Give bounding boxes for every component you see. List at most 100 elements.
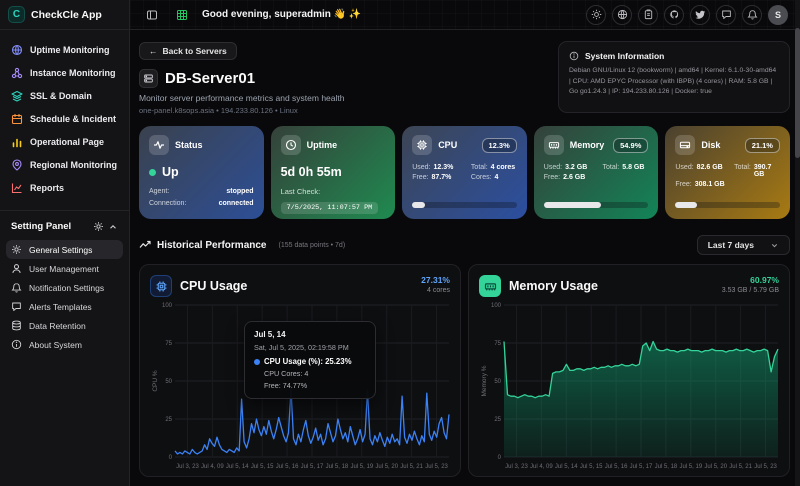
svg-text:Jul 4, 09: Jul 4, 09	[201, 464, 224, 470]
greeting-text: Good evening, superadmin 👋 ✨	[202, 9, 362, 20]
settings-item-about-system[interactable]: About System	[6, 335, 123, 354]
settings-panel-header[interactable]: Setting Panel	[6, 219, 123, 240]
system-information-details: Debian GNU/Linux 12 (bookworm) | amd64 |…	[569, 67, 777, 96]
sidebar-item-uptime-monitoring[interactable]: Uptime Monitoring	[6, 40, 123, 60]
chart-tooltip: Jul 5, 14 Sat, Jul 5, 2025, 02:19:58 PM …	[244, 321, 376, 399]
svg-text:Jul 5, 20: Jul 5, 20	[375, 464, 398, 470]
map-pin-icon	[12, 159, 22, 171]
cpu-current-value: 27.31%	[421, 275, 450, 285]
clock-icon	[280, 135, 301, 155]
avatar[interactable]: S	[768, 4, 788, 25]
svg-text:Jul 3, 23: Jul 3, 23	[176, 464, 199, 470]
sidebar-item-label: SSL & Domain	[30, 91, 92, 101]
svg-text:Jul 5, 18: Jul 5, 18	[655, 464, 678, 470]
language-button[interactable]	[612, 4, 632, 25]
gear-icon	[12, 245, 21, 254]
docs-button[interactable]	[638, 4, 658, 25]
cluster-icon	[11, 67, 23, 79]
app-name: CheckCle App	[31, 8, 102, 21]
twitter-button[interactable]	[690, 4, 710, 25]
system-information-title: System Information	[585, 51, 665, 61]
github-button[interactable]	[664, 4, 684, 25]
last-check-timestamp: 7/5/2025, 11:07:57 PM	[280, 202, 379, 214]
uptime-card: Uptime 5d 0h 55m Last Check: 7/5/2025, 1…	[270, 126, 396, 219]
svg-text:50: 50	[165, 379, 172, 385]
settings-item-alerts-templates[interactable]: Alerts Templates	[6, 297, 123, 316]
gear-icon	[94, 222, 103, 231]
settings-item-label: General Settings	[29, 244, 93, 255]
feedback-button[interactable]	[716, 4, 736, 25]
svg-text:50: 50	[494, 379, 501, 385]
calendar-icon	[11, 114, 23, 125]
app-logo-icon: C	[8, 6, 25, 23]
time-range-select[interactable]: Last 7 days	[696, 235, 790, 255]
globe-icon	[11, 44, 23, 56]
bell-icon	[11, 283, 22, 293]
notifications-button[interactable]	[742, 4, 762, 25]
globe-icon	[617, 9, 627, 20]
disk-percent-badge: 21.1%	[744, 137, 780, 153]
cpu-usage-chart-card: CPU Usage 27.31% 4 cores 0 25 50 75 100 Jul 3…	[139, 264, 461, 477]
back-arrow-icon: ←	[149, 46, 158, 56]
clipboard-icon	[644, 9, 652, 20]
settings-item-general-settings[interactable]: General Settings	[6, 240, 123, 259]
sidebar-item-schedule-incident[interactable]: Schedule & Incident	[6, 109, 123, 129]
memory-percent-badge: 54.9%	[613, 137, 649, 153]
chevron-down-icon	[771, 243, 778, 247]
svg-text:Jul 5, 21: Jul 5, 21	[400, 464, 423, 470]
svg-text:Jul 5, 17: Jul 5, 17	[630, 464, 653, 470]
sidebar-item-ssl-domain[interactable]: SSL & Domain	[6, 86, 123, 106]
bell-icon	[746, 10, 758, 20]
database-icon	[12, 320, 21, 331]
svg-text:Jul 5, 19: Jul 5, 19	[679, 464, 702, 470]
sidebar-nav: Uptime Monitoring Instance Monitoring SS…	[0, 30, 129, 206]
sidebar-item-label: Schedule & Incident	[30, 114, 117, 124]
memory-icon	[543, 135, 564, 155]
sidebar-item-label: Operational Page	[30, 137, 105, 147]
svg-text:25: 25	[494, 417, 501, 423]
apps-grid-button[interactable]	[172, 5, 192, 25]
svg-text:Jul 5, 17: Jul 5, 17	[301, 464, 324, 470]
settings-item-data-retention[interactable]: Data Retention	[6, 316, 123, 335]
disk-progress-bar	[675, 202, 780, 208]
sidebar-item-reports[interactable]: Reports	[6, 178, 123, 198]
sidebar-item-instance-monitoring[interactable]: Instance Monitoring	[6, 63, 123, 83]
sidebar-item-operational-page[interactable]: Operational Page	[6, 132, 123, 152]
twitter-icon	[694, 10, 705, 19]
settings-item-user-management[interactable]: User Management	[6, 259, 123, 278]
sidebar-item-label: Regional Monitoring	[30, 160, 117, 170]
server-meta: one-panel.k8sops.asia • 194.233.80.126 •…	[139, 106, 298, 115]
settings-item-notification-settings[interactable]: Notification Settings	[6, 278, 123, 297]
github-icon	[669, 10, 678, 19]
sidebar-toggle-button[interactable]	[142, 5, 162, 25]
svg-text:Jul 3, 23: Jul 3, 23	[505, 464, 528, 470]
disk-icon	[675, 135, 696, 155]
memory-progress-bar	[543, 202, 649, 208]
chat-icon	[721, 10, 731, 19]
svg-text:100: 100	[491, 303, 502, 309]
series-dot	[254, 358, 260, 365]
back-to-servers-button[interactable]: ← Back to Servers	[139, 42, 237, 60]
memory-card: Memory 54.9% Used: 3.2 GB Total: 5.8 GB Fr…	[533, 126, 659, 219]
svg-text:Memory %: Memory %	[481, 365, 488, 396]
historical-performance-header: Historical Performance (155 data points …	[139, 235, 790, 255]
user-icon	[12, 264, 21, 274]
settings-panel-title: Setting Panel	[11, 221, 72, 232]
sidebar-item-regional-monitoring[interactable]: Regional Monitoring	[6, 155, 123, 175]
svg-text:75: 75	[165, 341, 172, 347]
svg-text:Jul 5, 21: Jul 5, 21	[729, 464, 752, 470]
status-cards-row: Status Up Agent: stopped Connection: conne…	[139, 126, 790, 219]
settings-panel-section: Setting Panel General Settings User Mana…	[0, 210, 129, 362]
status-card: Status Up Agent: stopped Connection: conne…	[139, 126, 264, 219]
theme-toggle-button[interactable]	[586, 4, 606, 25]
status-up-dot	[149, 168, 156, 176]
sidebar-item-label: Reports	[30, 183, 65, 193]
memory-current-value: 60.97%	[750, 275, 779, 285]
svg-text:75: 75	[494, 341, 501, 347]
settings-item-label: About System	[29, 339, 82, 350]
cpu-cores-subtext: 4 cores	[427, 287, 450, 294]
scrollbar-thumb[interactable]	[795, 28, 800, 158]
svg-text:Jul 5, 14: Jul 5, 14	[555, 464, 578, 470]
panel-toggle-icon	[147, 10, 157, 19]
settings-item-label: Alerts Templates	[29, 301, 92, 312]
